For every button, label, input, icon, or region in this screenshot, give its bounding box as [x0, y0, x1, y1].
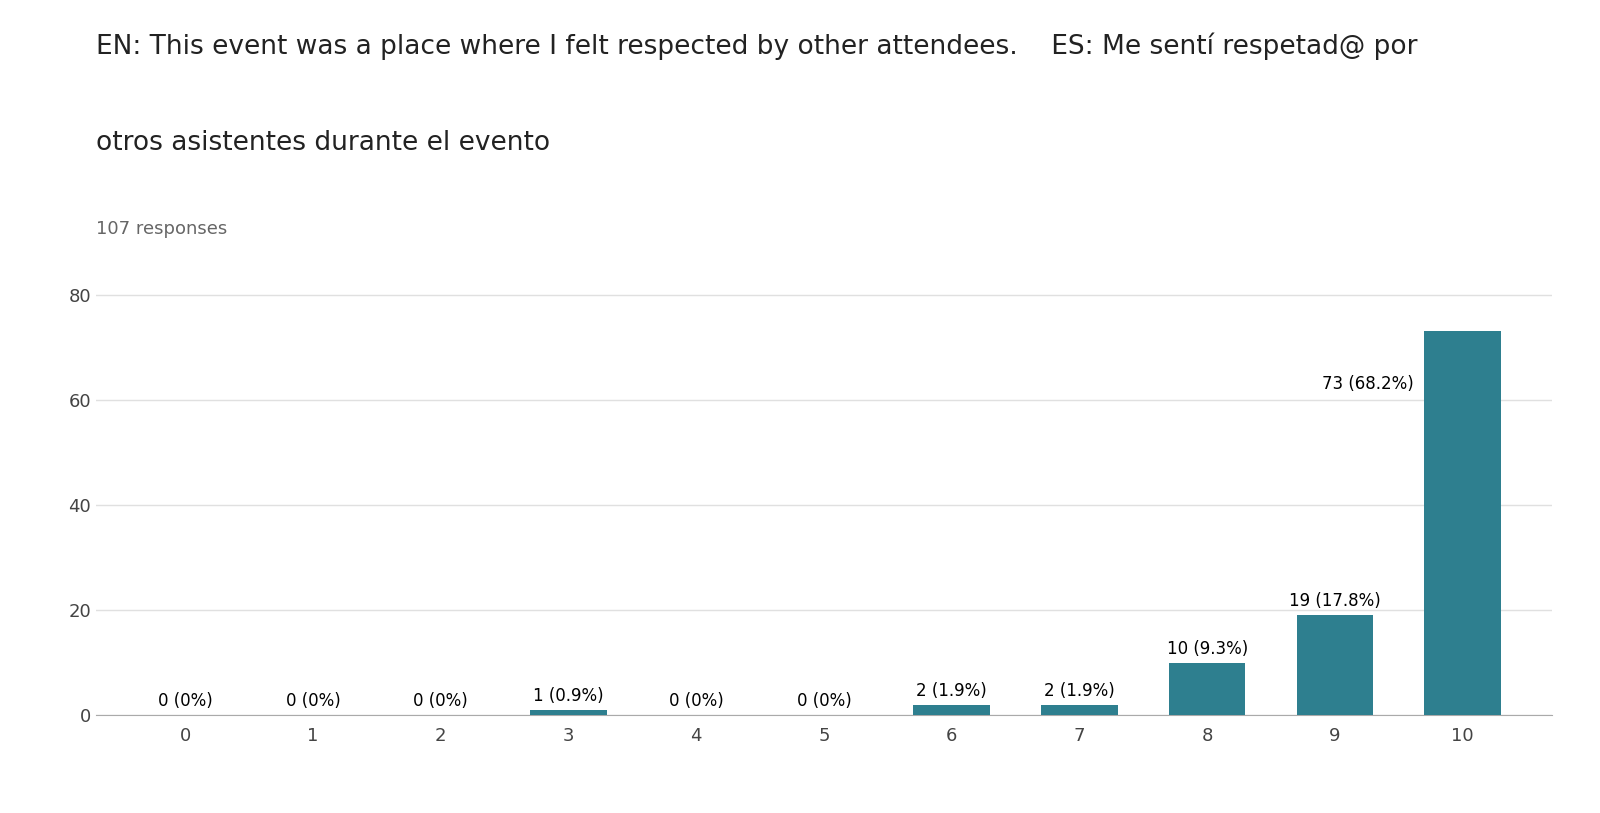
- Text: 0 (0%): 0 (0%): [797, 692, 851, 711]
- Bar: [1170, 663, 1245, 715]
- Bar: [914, 705, 990, 715]
- Bar: [530, 711, 606, 715]
- Text: 0 (0%): 0 (0%): [413, 692, 469, 711]
- Bar: [1296, 615, 1373, 715]
- Text: 19 (17.8%): 19 (17.8%): [1290, 592, 1381, 611]
- Text: 107 responses: 107 responses: [96, 220, 227, 237]
- Text: 2 (1.9%): 2 (1.9%): [917, 681, 987, 700]
- Text: 0 (0%): 0 (0%): [158, 692, 213, 711]
- Text: 0 (0%): 0 (0%): [669, 692, 723, 711]
- Text: 10 (9.3%): 10 (9.3%): [1166, 640, 1248, 658]
- Text: EN: This event was a place where I felt respected by other attendees.    ES: Me : EN: This event was a place where I felt …: [96, 33, 1418, 60]
- Text: 0 (0%): 0 (0%): [286, 692, 341, 711]
- Text: 1 (0.9%): 1 (0.9%): [533, 687, 603, 705]
- Bar: [1424, 332, 1501, 715]
- Text: 2 (1.9%): 2 (1.9%): [1045, 681, 1115, 700]
- Text: 73 (68.2%): 73 (68.2%): [1322, 375, 1414, 393]
- Bar: [1042, 705, 1118, 715]
- Text: otros asistentes durante el evento: otros asistentes durante el evento: [96, 130, 550, 156]
